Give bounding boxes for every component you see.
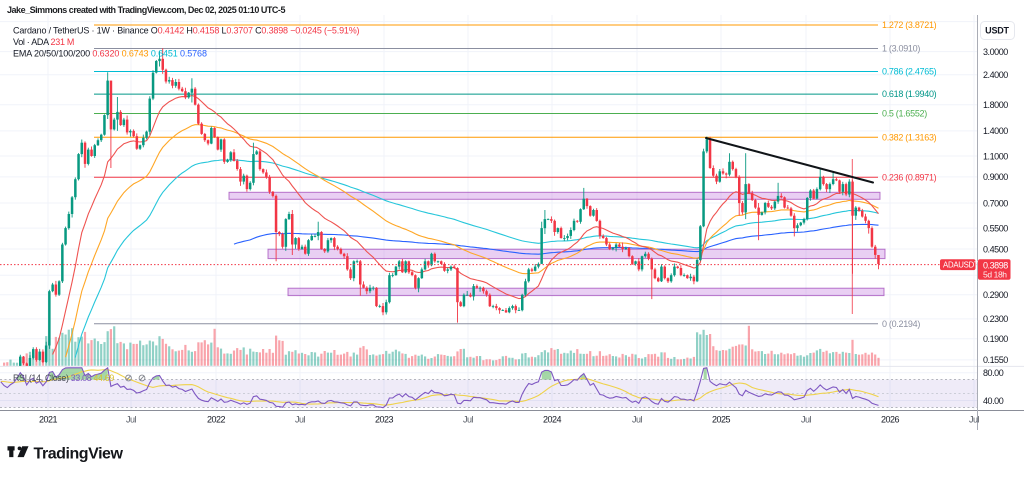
svg-text:Jul: Jul [463, 415, 474, 425]
svg-text:2025: 2025 [712, 415, 731, 425]
svg-text:80.00: 80.00 [983, 368, 1004, 378]
svg-text:0.4500: 0.4500 [983, 244, 1008, 254]
svg-text:0.3898: 0.3898 [983, 260, 1008, 270]
svg-text:0.2900: 0.2900 [983, 290, 1008, 300]
svg-text:0.2300: 0.2300 [983, 314, 1008, 324]
svg-text:0.382 (1.3163): 0.382 (1.3163) [882, 132, 937, 142]
svg-text:RSI (14, Close) 33.08 44.69: RSI (14, Close) 33.08 44.69 [13, 373, 114, 383]
svg-text:Jul: Jul [126, 415, 137, 425]
svg-text:2026: 2026 [881, 415, 900, 425]
svg-text:0.236 (0.8971): 0.236 (0.8971) [882, 172, 937, 182]
svg-text:Jul: Jul [969, 415, 980, 425]
svg-text:0.786 (2.4765): 0.786 (2.4765) [882, 67, 937, 77]
svg-text:0.5500: 0.5500 [983, 223, 1008, 233]
svg-text:0.1550: 0.1550 [983, 355, 1008, 365]
svg-text:2021: 2021 [39, 415, 58, 425]
svg-text:USDT: USDT [985, 26, 1009, 36]
svg-text:0.9000: 0.9000 [983, 172, 1008, 182]
svg-text:2024: 2024 [543, 415, 562, 425]
svg-text:0.5 (1.6552): 0.5 (1.6552) [882, 109, 927, 119]
svg-text:Jake_Simmons created with Trad: Jake_Simmons created with TradingView.co… [7, 5, 285, 15]
svg-text:0 (0.2194): 0 (0.2194) [882, 319, 920, 329]
svg-text:0.1900: 0.1900 [983, 334, 1008, 344]
svg-text:Jul: Jul [295, 415, 306, 425]
svg-text:1.8000: 1.8000 [983, 100, 1008, 110]
svg-text:3.0000: 3.0000 [983, 47, 1008, 57]
svg-text:1.1000: 1.1000 [983, 151, 1008, 161]
svg-text:2022: 2022 [207, 415, 226, 425]
svg-text:Jul: Jul [801, 415, 812, 425]
svg-text:ADAUSDT: ADAUSDT [943, 261, 979, 270]
svg-text:40.00: 40.00 [983, 396, 1004, 406]
svg-text:Jul: Jul [632, 415, 643, 425]
svg-text:Vol · ADA 231 M: Vol · ADA 231 M [13, 37, 74, 47]
svg-text:5d 18h: 5d 18h [983, 269, 1007, 279]
svg-text:1.4000: 1.4000 [983, 126, 1008, 136]
svg-text:TradingView: TradingView [34, 446, 124, 463]
svg-text:2.4000: 2.4000 [983, 70, 1008, 80]
svg-text:0.618 (1.9940): 0.618 (1.9940) [882, 89, 937, 99]
svg-text:1.272 (3.8721): 1.272 (3.8721) [882, 20, 937, 30]
svg-text:0.7000: 0.7000 [983, 198, 1008, 208]
svg-text:EMA 20/50/100/200 0.6320 0.674: EMA 20/50/100/200 0.6320 0.6743 0.6451 0… [13, 49, 207, 59]
svg-text:Cardano / TetherUS · 1W · Bina: Cardano / TetherUS · 1W · Binance O0.414… [13, 26, 360, 36]
svg-text:2023: 2023 [375, 415, 394, 425]
svg-text:1 (3.0910): 1 (3.0910) [882, 44, 920, 54]
